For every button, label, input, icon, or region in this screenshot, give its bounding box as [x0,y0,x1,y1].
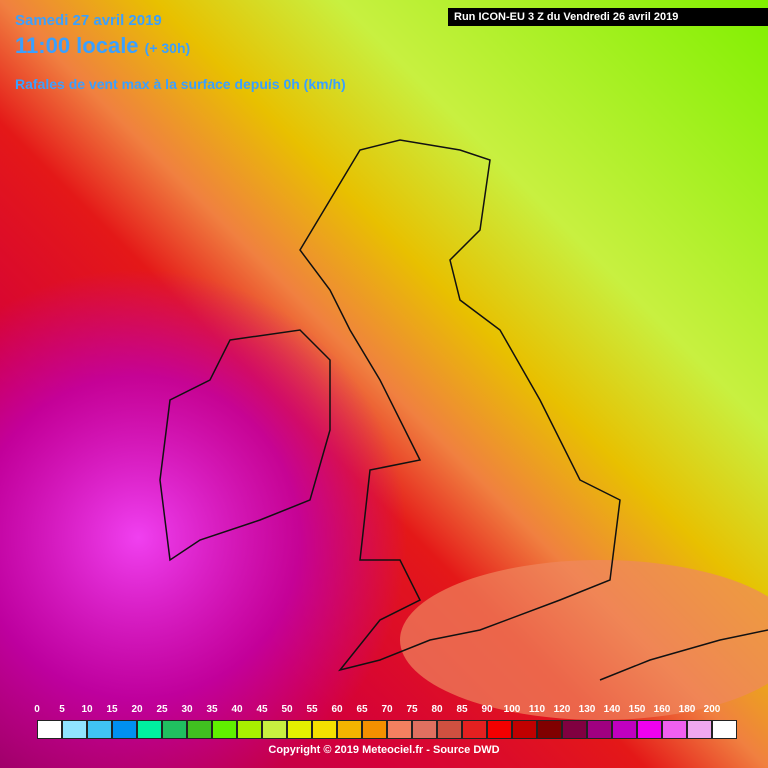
legend-label: 30 [181,704,193,715]
legend-label: 5 [59,704,65,715]
run-info: Run ICON-EU 3 Z du Vendredi 26 avril 201… [448,8,768,26]
legend-label: 80 [431,704,443,715]
wind-area [400,560,768,720]
legend-label: 50 [281,704,293,715]
legend-label: 180 [678,704,696,715]
swatch [662,720,687,739]
swatch [112,720,137,739]
swatch [437,720,462,739]
swatch [312,720,337,739]
legend-label: 150 [628,704,646,715]
date: Samedi 27 avril 2019 [15,12,162,29]
swatch [237,720,262,739]
swatch [137,720,162,739]
swatch [187,720,212,739]
time: 11:00 locale (+ 30h) [15,33,190,59]
legend-label: 100 [503,704,521,715]
legend-label: 60 [331,704,343,715]
legend-label: 0 [34,704,40,715]
copyright: Copyright © 2019 Meteociel.fr - Source D… [268,744,500,756]
legend-label: 160 [653,704,671,715]
swatch [712,720,737,739]
legend-label: 70 [381,704,393,715]
coastlines [159,139,768,681]
lead: (+ 30h) [144,40,191,56]
swatch [37,720,62,739]
swatch [537,720,562,739]
legend-label: 55 [306,704,318,715]
swatch [162,720,187,739]
swatch [62,720,87,739]
swatch [387,720,412,739]
swatch [212,720,237,739]
swatch [412,720,437,739]
legend-label: 90 [481,704,493,715]
legend-label: 130 [578,704,596,715]
legend-label: 75 [406,704,418,715]
legend-label: 120 [553,704,571,715]
swatch [562,720,587,739]
swatch [612,720,637,739]
legend-label: 110 [528,704,546,715]
legend-label: 15 [106,704,118,715]
legend-label: 10 [81,704,93,715]
swatch [262,720,287,739]
legend-label: 20 [131,704,143,715]
legend-label: 140 [603,704,621,715]
swatch [487,720,512,739]
legend-label: 35 [206,704,218,715]
swatch [87,720,112,739]
legend-label: 25 [156,704,168,715]
legend-label: 45 [256,704,268,715]
legend-label: 40 [231,704,243,715]
swatch [462,720,487,739]
time-text: 11:00 locale [15,33,139,58]
swatch [587,720,612,739]
legend-label: 65 [356,704,368,715]
legend-label: 200 [703,704,721,715]
field: Rafales de vent max à la surface depuis … [15,76,346,92]
swatch [337,720,362,739]
swatch [287,720,312,739]
legend-label: 85 [456,704,468,715]
swatch [512,720,537,739]
legend: 0 5 10 15 20 25 30 35 40 45 50 55 60 65 70 75 80 85 90 100 1… [30,704,746,744]
swatch [687,720,712,739]
swatch [362,720,387,739]
swatch [637,720,662,739]
